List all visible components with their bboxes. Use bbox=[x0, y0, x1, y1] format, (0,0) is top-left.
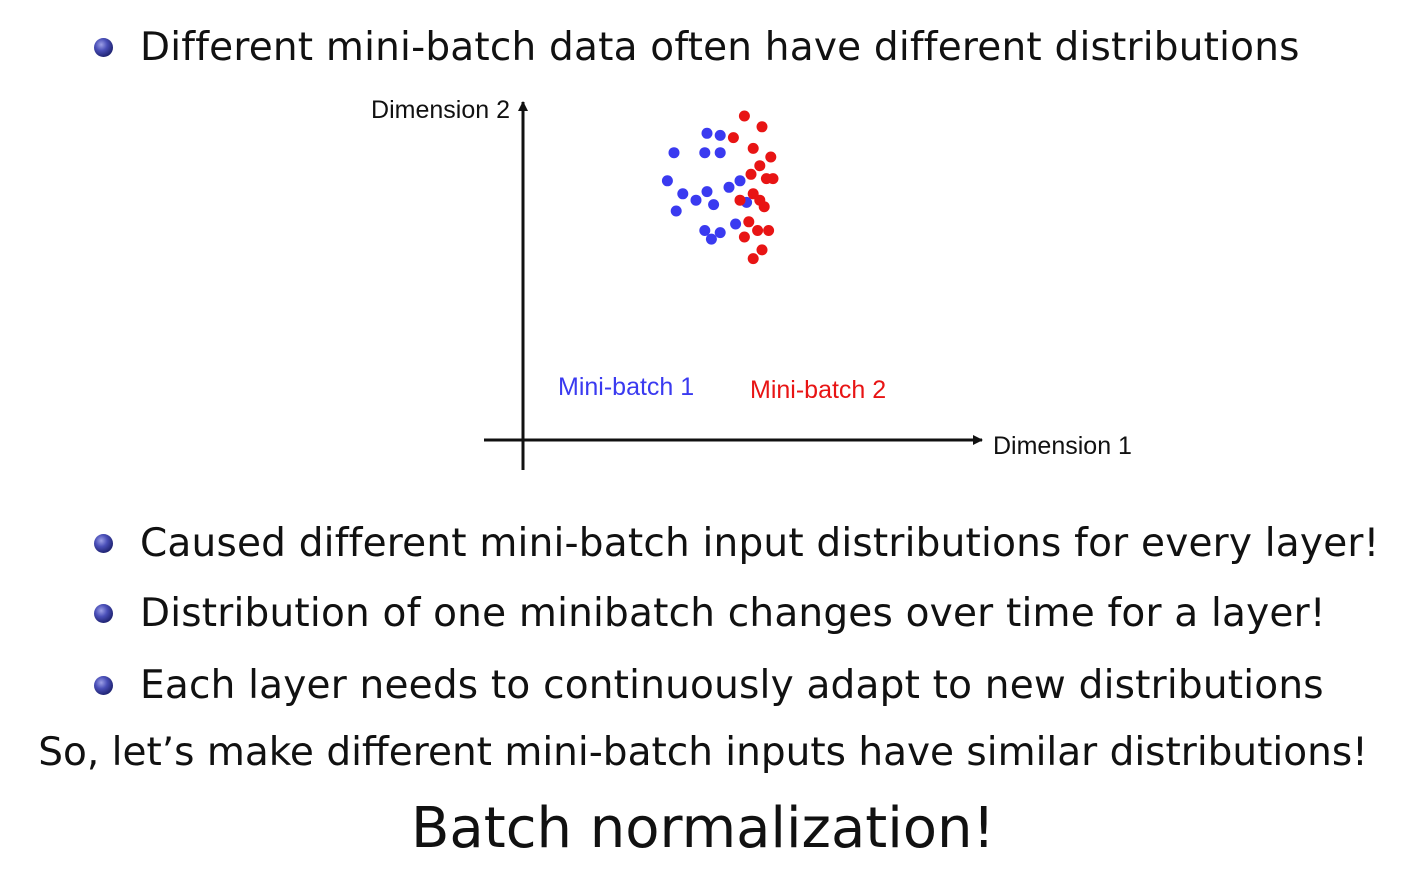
data-point-series-1 bbox=[701, 127, 713, 139]
bullet-icon bbox=[94, 37, 113, 57]
data-point-series-1 bbox=[699, 225, 711, 236]
bullet-text: Caused different mini-batch input distri… bbox=[140, 520, 1380, 566]
bullet-text: Different mini-batch data often have dif… bbox=[140, 24, 1300, 70]
data-point-series-1 bbox=[661, 175, 673, 187]
data-point-series-2 bbox=[738, 231, 750, 243]
data-point-series-2 bbox=[743, 216, 755, 228]
x-axis-label: Dimension 1 bbox=[993, 432, 1132, 460]
data-point-series-1 bbox=[701, 186, 713, 198]
data-point-series-2 bbox=[734, 194, 746, 206]
data-point-series-2 bbox=[738, 110, 750, 122]
scatter-diagram: Dimension 2 Dimension 1 Mini-batch 1 Min… bbox=[371, 96, 1132, 470]
data-point-series-1 bbox=[723, 181, 735, 193]
data-point-series-1 bbox=[714, 129, 726, 141]
legend-label-series-2: Mini-batch 2 bbox=[750, 376, 886, 404]
data-point-series-1 bbox=[734, 175, 746, 187]
data-point-series-2 bbox=[756, 244, 768, 256]
y-axis-label: Dimension 2 bbox=[371, 96, 510, 124]
data-point-series-2 bbox=[763, 225, 775, 236]
data-point-series-2 bbox=[756, 121, 768, 133]
data-point-series-1 bbox=[690, 194, 702, 206]
conclusion-text: So, let’s make different mini-batch inpu… bbox=[38, 730, 1368, 775]
data-point-series-2 bbox=[752, 225, 764, 236]
bullet-text: Distribution of one minibatch changes ov… bbox=[140, 590, 1326, 636]
data-point-series-1 bbox=[668, 147, 680, 159]
data-point-series-1 bbox=[677, 188, 689, 200]
data-point-series-1 bbox=[714, 147, 726, 159]
points-layer bbox=[661, 110, 779, 265]
data-point-series-1 bbox=[699, 147, 711, 159]
headline-text: Batch normalization! bbox=[411, 796, 995, 861]
data-point-series-2 bbox=[754, 160, 766, 172]
legend-label-series-1: Mini-batch 1 bbox=[558, 373, 694, 401]
data-point-series-1 bbox=[705, 233, 717, 245]
data-point-series-1 bbox=[730, 218, 742, 230]
data-point-series-2 bbox=[745, 168, 757, 180]
data-point-series-1 bbox=[670, 205, 682, 217]
data-point-series-1 bbox=[708, 199, 720, 211]
data-point-series-2 bbox=[767, 173, 779, 185]
data-point-series-1 bbox=[714, 227, 726, 239]
data-point-series-2 bbox=[727, 132, 739, 144]
data-point-series-2 bbox=[765, 151, 777, 163]
data-point-series-2 bbox=[758, 201, 770, 213]
bullet-text: Each layer needs to continuously adapt t… bbox=[140, 662, 1324, 708]
data-point-series-2 bbox=[747, 142, 759, 154]
bullet-icon bbox=[94, 675, 113, 695]
bullet-icon bbox=[94, 533, 113, 553]
data-point-series-2 bbox=[747, 253, 759, 265]
bullet-icon bbox=[94, 603, 113, 623]
